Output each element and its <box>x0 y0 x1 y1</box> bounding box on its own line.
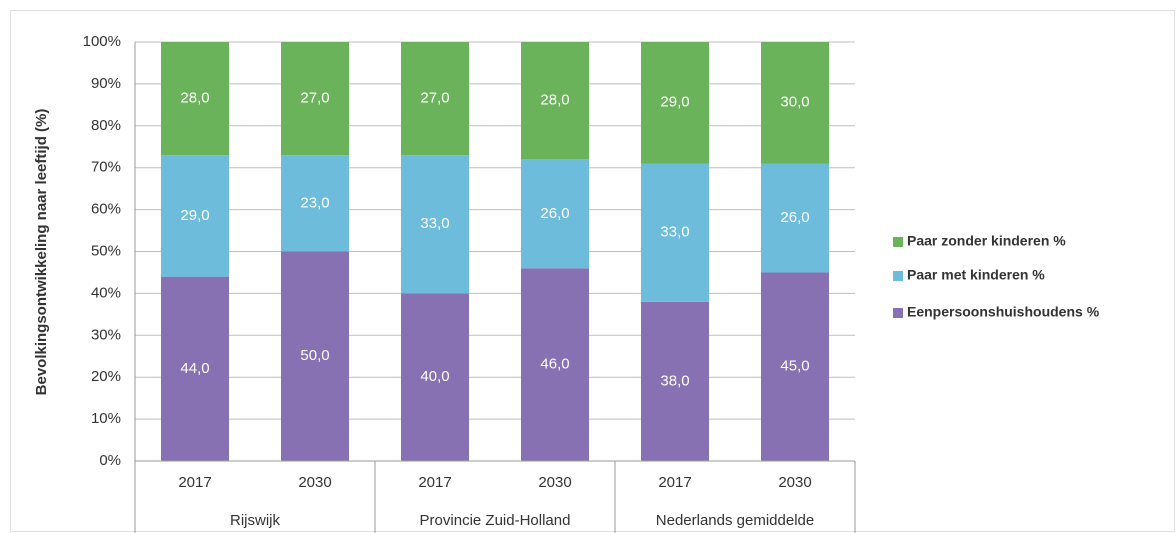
value-label: 33,0 <box>660 224 689 241</box>
value-label: 30,0 <box>780 94 809 111</box>
value-label: 50,0 <box>300 347 329 364</box>
legend-swatch <box>893 271 903 281</box>
value-label: 29,0 <box>180 207 209 224</box>
bar-segment <box>401 42 469 156</box>
value-label: 28,0 <box>540 92 569 109</box>
value-label: 33,0 <box>420 215 449 232</box>
x-tick-label: 2030 <box>538 474 571 491</box>
bar-segment <box>761 42 829 164</box>
value-label: 26,0 <box>540 205 569 222</box>
x-tick-label: 2017 <box>658 474 691 491</box>
bar-segment <box>161 42 229 156</box>
group-label: Provincie Zuid-Holland <box>420 512 571 529</box>
y-tick-label: 0% <box>99 452 121 469</box>
value-label: 45,0 <box>780 358 809 375</box>
y-tick-label: 10% <box>91 410 121 427</box>
y-tick-label: 50% <box>91 242 121 259</box>
group-label: Nederlands gemiddelde <box>656 512 814 529</box>
y-axis-title: Bevolkingsontwikkeling naar leeftijd (%) <box>33 109 50 396</box>
bar-segment <box>641 163 709 302</box>
group-label: Rijswijk <box>230 512 280 529</box>
value-label: 27,0 <box>300 90 329 107</box>
y-tick-label: 20% <box>91 368 121 385</box>
y-tick-label: 60% <box>91 201 121 218</box>
x-tick-label: 2030 <box>778 474 811 491</box>
bar-segment <box>281 42 349 156</box>
bar-segment <box>521 42 589 160</box>
legend-label: Paar met kinderen % <box>907 267 1045 283</box>
bar-segment <box>641 301 709 461</box>
value-label: 40,0 <box>420 368 449 385</box>
bar-segment <box>281 155 349 252</box>
y-tick-label: 30% <box>91 326 121 343</box>
value-label: 27,0 <box>420 90 449 107</box>
value-label: 44,0 <box>180 360 209 377</box>
y-tick-label: 90% <box>91 75 121 92</box>
y-tick-label: 100% <box>83 33 121 50</box>
x-tick-label: 2030 <box>298 474 331 491</box>
value-label: 23,0 <box>300 194 329 211</box>
bar-segment <box>401 293 469 461</box>
bar-segment <box>161 276 229 461</box>
bar-segment <box>161 155 229 277</box>
bar-segment <box>401 155 469 294</box>
frame <box>10 10 1175 532</box>
x-tick-label: 2017 <box>178 474 211 491</box>
bar-segment <box>281 251 349 461</box>
value-label: 29,0 <box>660 94 689 111</box>
bar-segment <box>521 159 589 269</box>
value-label: 26,0 <box>780 209 809 226</box>
bar-segment <box>761 163 829 273</box>
value-label: 38,0 <box>660 372 689 389</box>
bar-segment <box>641 42 709 164</box>
y-tick-label: 70% <box>91 159 121 176</box>
bar-segment <box>521 268 589 461</box>
x-tick-label: 2017 <box>418 474 451 491</box>
y-tick-label: 40% <box>91 284 121 301</box>
value-label: 28,0 <box>180 90 209 107</box>
value-label: 46,0 <box>540 356 569 373</box>
bar-segment <box>761 272 829 461</box>
y-tick-label: 80% <box>91 117 121 134</box>
legend-label: Paar zonder kinderen % <box>907 233 1066 249</box>
legend-swatch <box>893 237 903 247</box>
legend-label: Eenpersoonshuishoudens % <box>907 304 1100 320</box>
legend-swatch <box>893 308 903 318</box>
